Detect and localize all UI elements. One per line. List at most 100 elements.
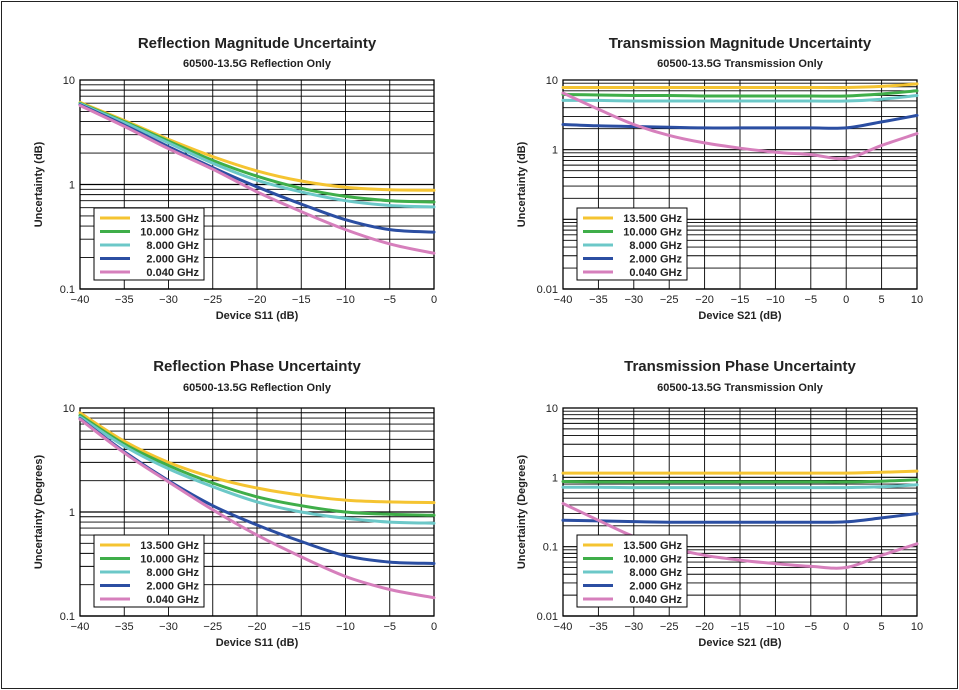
- series-line-0040GHz: [78, 417, 436, 600]
- x-tick-label: −35: [589, 621, 608, 633]
- x-tick-label: −35: [115, 294, 134, 306]
- legend-label: 10.000 GHz: [623, 227, 682, 239]
- series-line-13500GHz: [561, 469, 919, 475]
- y-tick-label: 10: [546, 75, 558, 87]
- x-tick-label: 5: [879, 621, 885, 633]
- chart-title: Reflection Magnitude Uncertainty: [138, 35, 377, 52]
- x-tick-label: −5: [383, 294, 396, 306]
- x-tick-label: −20: [695, 621, 714, 633]
- x-tick-label: −20: [248, 621, 267, 633]
- x-tick-label: −40: [71, 621, 90, 633]
- chart-4: Transmission Phase Uncertainty 60500-13.5…: [516, 358, 923, 649]
- y-tick-label: 10: [63, 403, 75, 415]
- legend-label: 13.500 GHz: [140, 213, 199, 225]
- x-tick-label: −5: [805, 294, 818, 306]
- series-line-10000GHz: [561, 478, 919, 484]
- legend-label: 10.000 GHz: [140, 554, 199, 566]
- y-tick-label: 10: [546, 403, 558, 415]
- chart-2: Transmission Magnitude Uncertainty 60500-…: [516, 35, 923, 322]
- x-tick-label: −20: [248, 294, 267, 306]
- x-tick-label: −15: [292, 294, 311, 306]
- series-group: [78, 411, 436, 600]
- y-tick-label: 0.01: [537, 611, 558, 623]
- series-line-8000GHz: [561, 483, 919, 490]
- x-axis-label: Device S11 (dB): [216, 637, 299, 649]
- legend-label: 2.000 GHz: [629, 254, 682, 266]
- x-tick-label: −10: [766, 294, 785, 306]
- plot-border: [562, 407, 918, 617]
- plot-border: [562, 79, 918, 290]
- x-tick-label: −10: [336, 294, 355, 306]
- series-line-10000GHz: [561, 89, 919, 98]
- legend-label: 8.000 GHz: [629, 240, 682, 252]
- chart-subtitle: 60500-13.5G Reflection Only: [183, 382, 332, 394]
- y-axis-label: Uncertainty (Degrees): [516, 455, 528, 570]
- y-axis-label: Uncertainty (dB): [516, 141, 528, 227]
- series-line-8000GHz: [561, 94, 919, 103]
- legend-label: 13.500 GHz: [623, 213, 682, 225]
- x-tick-label: −15: [731, 621, 750, 633]
- legend-label: 13.500 GHz: [140, 540, 199, 552]
- x-tick-label: 0: [431, 621, 437, 633]
- x-tick-label: −15: [292, 621, 311, 633]
- plot-border: [79, 79, 435, 290]
- legend-label: 0.040 GHz: [146, 267, 199, 279]
- x-tick-label: −10: [336, 621, 355, 633]
- series-line-8000GHz: [78, 415, 436, 525]
- y-tick-label: 1: [552, 145, 558, 157]
- chart-title: Reflection Phase Uncertainty: [153, 358, 361, 375]
- x-tick-label: 0: [843, 621, 849, 633]
- x-tick-label: −35: [589, 294, 608, 306]
- legend-label: 2.000 GHz: [146, 254, 199, 266]
- legend-label: 2.000 GHz: [146, 581, 199, 593]
- y-tick-label: 1: [69, 507, 75, 519]
- series-group: [78, 100, 436, 255]
- legend-label: 8.000 GHz: [146, 567, 199, 579]
- series-line-0040GHz: [561, 91, 919, 161]
- plot-border: [79, 407, 435, 617]
- y-tick-label: 1: [552, 472, 558, 484]
- x-tick-label: −40: [554, 294, 573, 306]
- series-line-13500GHz: [78, 411, 436, 505]
- legend-label: 2.000 GHz: [629, 581, 682, 593]
- chart-3: Reflection Phase Uncertainty 60500-13.5G …: [33, 358, 437, 649]
- x-tick-label: 5: [879, 294, 885, 306]
- legend-label: 10.000 GHz: [623, 554, 682, 566]
- legend-label: 0.040 GHz: [146, 594, 199, 606]
- x-tick-label: −40: [554, 621, 573, 633]
- legend-label: 0.040 GHz: [629, 594, 682, 606]
- chart-1: Reflection Magnitude Uncertainty 60500-13…: [33, 35, 437, 322]
- y-axis-label: Uncertainty (dB): [33, 141, 45, 227]
- series-line-8000GHz: [78, 102, 436, 209]
- x-tick-label: −5: [805, 621, 818, 633]
- x-tick-label: −25: [203, 294, 222, 306]
- legend-label: 0.040 GHz: [629, 267, 682, 279]
- x-tick-label: 0: [843, 294, 849, 306]
- legend-label: 8.000 GHz: [146, 240, 199, 252]
- y-tick-label: 1: [69, 180, 75, 192]
- x-axis-label: Device S21 (dB): [698, 310, 781, 322]
- series-line-10000GHz: [78, 413, 436, 517]
- chart-subtitle: 60500-13.5G Transmission Only: [657, 382, 824, 394]
- y-tick-label: 10: [63, 75, 75, 87]
- x-tick-label: −35: [115, 621, 134, 633]
- y-tick-label: 0.1: [60, 611, 75, 623]
- chart-title: Transmission Phase Uncertainty: [624, 358, 856, 375]
- y-axis-label: Uncertainty (Degrees): [33, 455, 45, 570]
- x-tick-label: −30: [159, 294, 178, 306]
- x-tick-label: −25: [660, 294, 679, 306]
- x-tick-label: −5: [383, 621, 396, 633]
- series-line-0040GHz: [78, 104, 436, 255]
- legend-label: 8.000 GHz: [629, 567, 682, 579]
- y-tick-label: 0.1: [60, 284, 75, 296]
- series-line-2000GHz: [561, 113, 919, 130]
- series-line-0040GHz: [561, 502, 919, 570]
- grid: [79, 408, 435, 617]
- x-tick-label: 10: [911, 294, 923, 306]
- x-tick-label: −25: [203, 621, 222, 633]
